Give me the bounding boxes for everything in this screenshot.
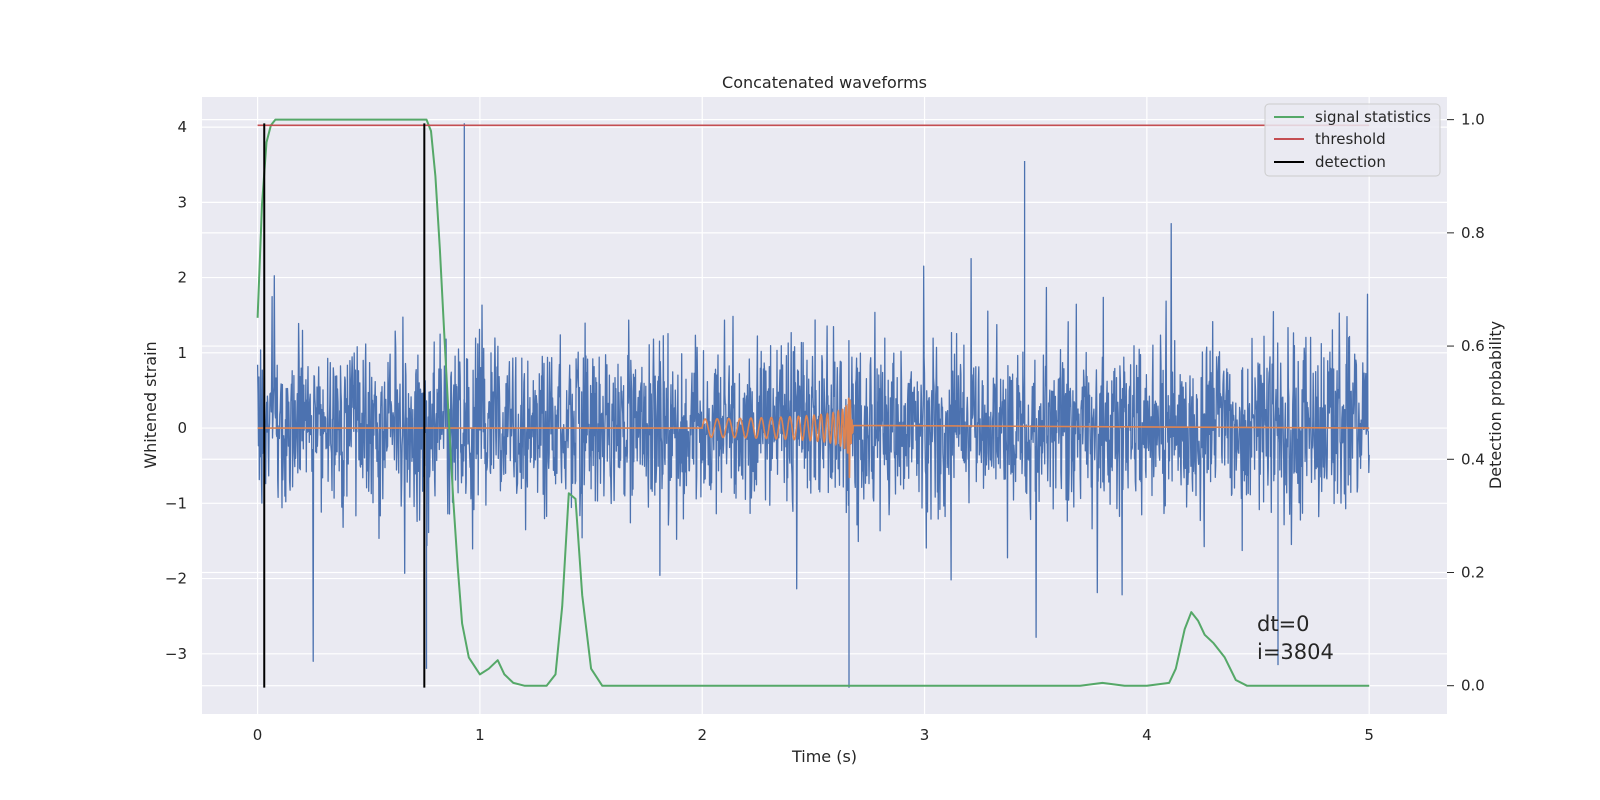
y-tick-label: −3 <box>165 645 187 663</box>
strain-series <box>256 123 1370 688</box>
x-axis-label: Time (s) <box>791 747 857 766</box>
y2-tick-label: 0.4 <box>1461 450 1485 468</box>
annotation-index: i=3804 <box>1257 640 1334 664</box>
y2-tick-label: 0.2 <box>1461 563 1485 581</box>
y-tick-label: 3 <box>177 193 187 211</box>
y2-tick-label: 0.6 <box>1461 337 1485 355</box>
x-tick-label: 5 <box>1364 726 1374 744</box>
y-tick-label: 1 <box>177 344 187 362</box>
tick-labels: 0 1 2 3 4 5 −3 −2 −1 0 1 2 3 4 0.0 0.2 0.4 0.6 0.8 1.0 <box>165 111 1485 744</box>
template-series <box>257 397 1370 479</box>
x-tick-label: 4 <box>1142 726 1152 744</box>
x-tick-label: 1 <box>475 726 485 744</box>
y2-tick-label: 1.0 <box>1461 111 1485 129</box>
data-area <box>256 118 1370 688</box>
y-tick-label: −2 <box>165 570 187 588</box>
y-tick-label: 2 <box>177 269 187 287</box>
y-tick-label: 4 <box>177 118 187 136</box>
y-axis-label: Whitened strain <box>141 341 160 468</box>
legend: signal statistics threshold detection <box>1264 103 1441 177</box>
y2-axis-label: Detection probability <box>1486 321 1505 489</box>
x-tick-label: 3 <box>920 726 930 744</box>
legend-label-detection: detection <box>1315 153 1386 171</box>
chart-title: Concatenated waveforms <box>722 73 927 92</box>
legend-label-statistic: signal statistics <box>1315 108 1431 126</box>
annotation-dt: dt=0 <box>1257 612 1310 636</box>
y-tick-label: 0 <box>177 419 187 437</box>
x-tick-label: 0 <box>253 726 263 744</box>
y2-tick-label: 0.0 <box>1461 677 1485 695</box>
y2-tick-label: 0.8 <box>1461 224 1485 242</box>
legend-label-threshold: threshold <box>1315 130 1386 148</box>
y-tick-label: −1 <box>165 494 187 512</box>
x-tick-label: 2 <box>697 726 707 744</box>
legend-box <box>1264 103 1441 177</box>
statistic-series <box>256 118 1370 687</box>
